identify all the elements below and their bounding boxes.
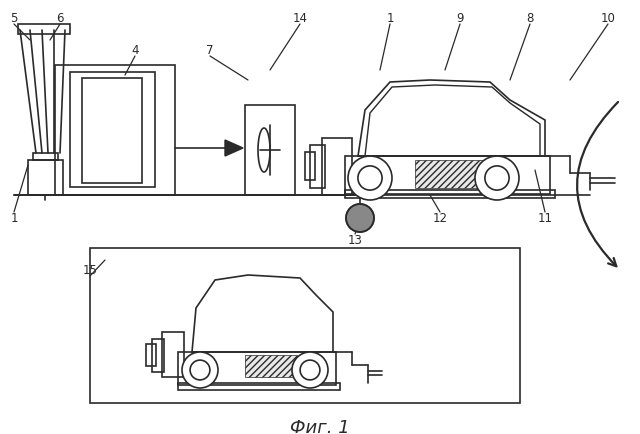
Bar (82, 78, 142, 183)
Text: 1: 1 (387, 11, 394, 24)
Text: 14: 14 (292, 11, 307, 24)
Bar (415, 160, 485, 188)
Bar (28, 160, 63, 195)
Bar (310, 145, 325, 188)
Bar (162, 332, 184, 377)
Text: 13: 13 (348, 233, 362, 247)
Bar (178, 352, 336, 385)
Bar (245, 105, 295, 195)
Circle shape (292, 352, 328, 388)
Text: 9: 9 (456, 11, 464, 24)
Text: 12: 12 (433, 211, 447, 224)
Text: 4: 4 (131, 43, 139, 56)
Bar (146, 344, 156, 366)
Circle shape (348, 156, 392, 200)
Circle shape (346, 204, 374, 232)
Bar (90, 248, 520, 403)
Bar (152, 339, 164, 372)
Bar (178, 383, 340, 390)
Text: 5: 5 (10, 11, 18, 24)
Text: 15: 15 (83, 263, 97, 276)
Bar (345, 156, 550, 194)
Bar (70, 72, 155, 187)
Bar (18, 24, 70, 34)
Bar (245, 355, 297, 377)
Bar (33, 153, 58, 160)
Text: 8: 8 (526, 11, 534, 24)
Polygon shape (225, 140, 243, 156)
Text: 10: 10 (600, 11, 616, 24)
Text: 6: 6 (56, 11, 64, 24)
Bar (55, 65, 175, 195)
Text: 7: 7 (206, 43, 214, 56)
Circle shape (182, 352, 218, 388)
Text: 11: 11 (538, 211, 552, 224)
Text: 1: 1 (10, 211, 18, 224)
Bar (322, 138, 352, 195)
Circle shape (475, 156, 519, 200)
Text: Фиг. 1: Фиг. 1 (290, 419, 350, 434)
Bar (345, 190, 555, 198)
Bar (305, 152, 315, 180)
FancyArrowPatch shape (577, 102, 618, 266)
